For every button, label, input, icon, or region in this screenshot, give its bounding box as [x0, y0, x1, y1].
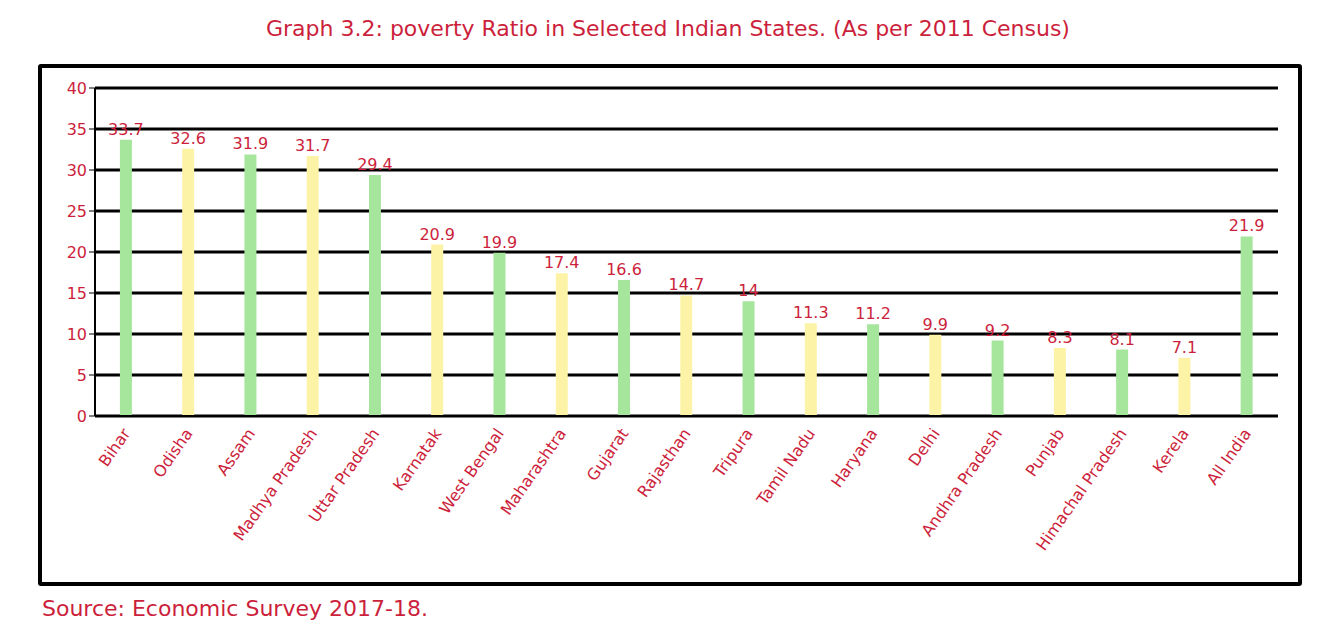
- svg-text:16.6: 16.6: [606, 260, 642, 279]
- svg-text:Assam: Assam: [213, 425, 259, 479]
- svg-text:5: 5: [77, 366, 87, 385]
- svg-text:Haryana: Haryana: [827, 425, 881, 491]
- svg-text:Andhra Pradesh: Andhra Pradesh: [918, 425, 1006, 540]
- svg-text:19.9: 19.9: [482, 233, 518, 252]
- svg-text:20.9: 20.9: [419, 225, 455, 244]
- svg-text:17.4: 17.4: [544, 253, 580, 272]
- svg-text:Rajasthan: Rajasthan: [634, 425, 695, 501]
- svg-text:Gujarat: Gujarat: [583, 425, 633, 485]
- svg-text:8.1: 8.1: [1109, 330, 1134, 349]
- svg-text:11.2: 11.2: [855, 304, 891, 323]
- svg-text:31.9: 31.9: [233, 134, 269, 153]
- svg-text:15: 15: [67, 284, 87, 303]
- svg-text:25: 25: [67, 202, 87, 221]
- svg-text:Himachal Pradesh: Himachal Pradesh: [1032, 425, 1130, 554]
- svg-text:20: 20: [67, 243, 87, 262]
- svg-text:21.9: 21.9: [1229, 216, 1265, 235]
- svg-text:0: 0: [77, 407, 87, 426]
- svg-text:9.9: 9.9: [923, 315, 948, 334]
- svg-text:Odisha: Odisha: [149, 425, 196, 481]
- svg-text:10: 10: [67, 325, 87, 344]
- svg-text:Madhya Pradesh: Madhya Pradesh: [230, 425, 322, 544]
- html-text:Source: Economic Survey 2017-1: Source: Economic Survey 2017-18.: [42, 596, 428, 621]
- svg-text:31.7: 31.7: [295, 136, 331, 155]
- svg-text:30: 30: [67, 161, 87, 180]
- svg-text:Tripura: Tripura: [709, 425, 757, 482]
- svg-text:14.7: 14.7: [668, 275, 704, 294]
- svg-text:Delhi: Delhi: [905, 425, 944, 470]
- svg-text:9.2: 9.2: [985, 321, 1010, 340]
- svg-text:14: 14: [738, 281, 758, 300]
- svg-text:7.1: 7.1: [1172, 338, 1197, 357]
- html-text:Graph 3.2: poverty Ratio in Se: Graph 3.2: poverty Ratio in Selected Ind…: [266, 16, 1070, 41]
- svg-text:Bihar: Bihar: [95, 424, 135, 470]
- svg-text:Kerela: Kerela: [1149, 425, 1193, 477]
- svg-text:33.7: 33.7: [108, 120, 144, 139]
- svg-text:29.4: 29.4: [357, 155, 393, 174]
- svg-text:8.3: 8.3: [1047, 328, 1072, 347]
- svg-text:40: 40: [67, 79, 87, 98]
- svg-text:35: 35: [67, 120, 87, 139]
- svg-text:All India: All India: [1203, 425, 1255, 488]
- svg-text:Punjab: Punjab: [1022, 425, 1069, 480]
- svg-text:Maharashtra: Maharashtra: [497, 425, 571, 519]
- svg-text:Karnatak: Karnatak: [389, 424, 446, 494]
- svg-text:11.3: 11.3: [793, 303, 829, 322]
- svg-text:Tamil Nadu: Tamil Nadu: [752, 425, 819, 509]
- svg-text:32.6: 32.6: [170, 129, 206, 148]
- svg-text:Uttar Pradesh: Uttar Pradesh: [305, 425, 384, 526]
- svg-text:West Bengal: West Bengal: [435, 425, 508, 518]
